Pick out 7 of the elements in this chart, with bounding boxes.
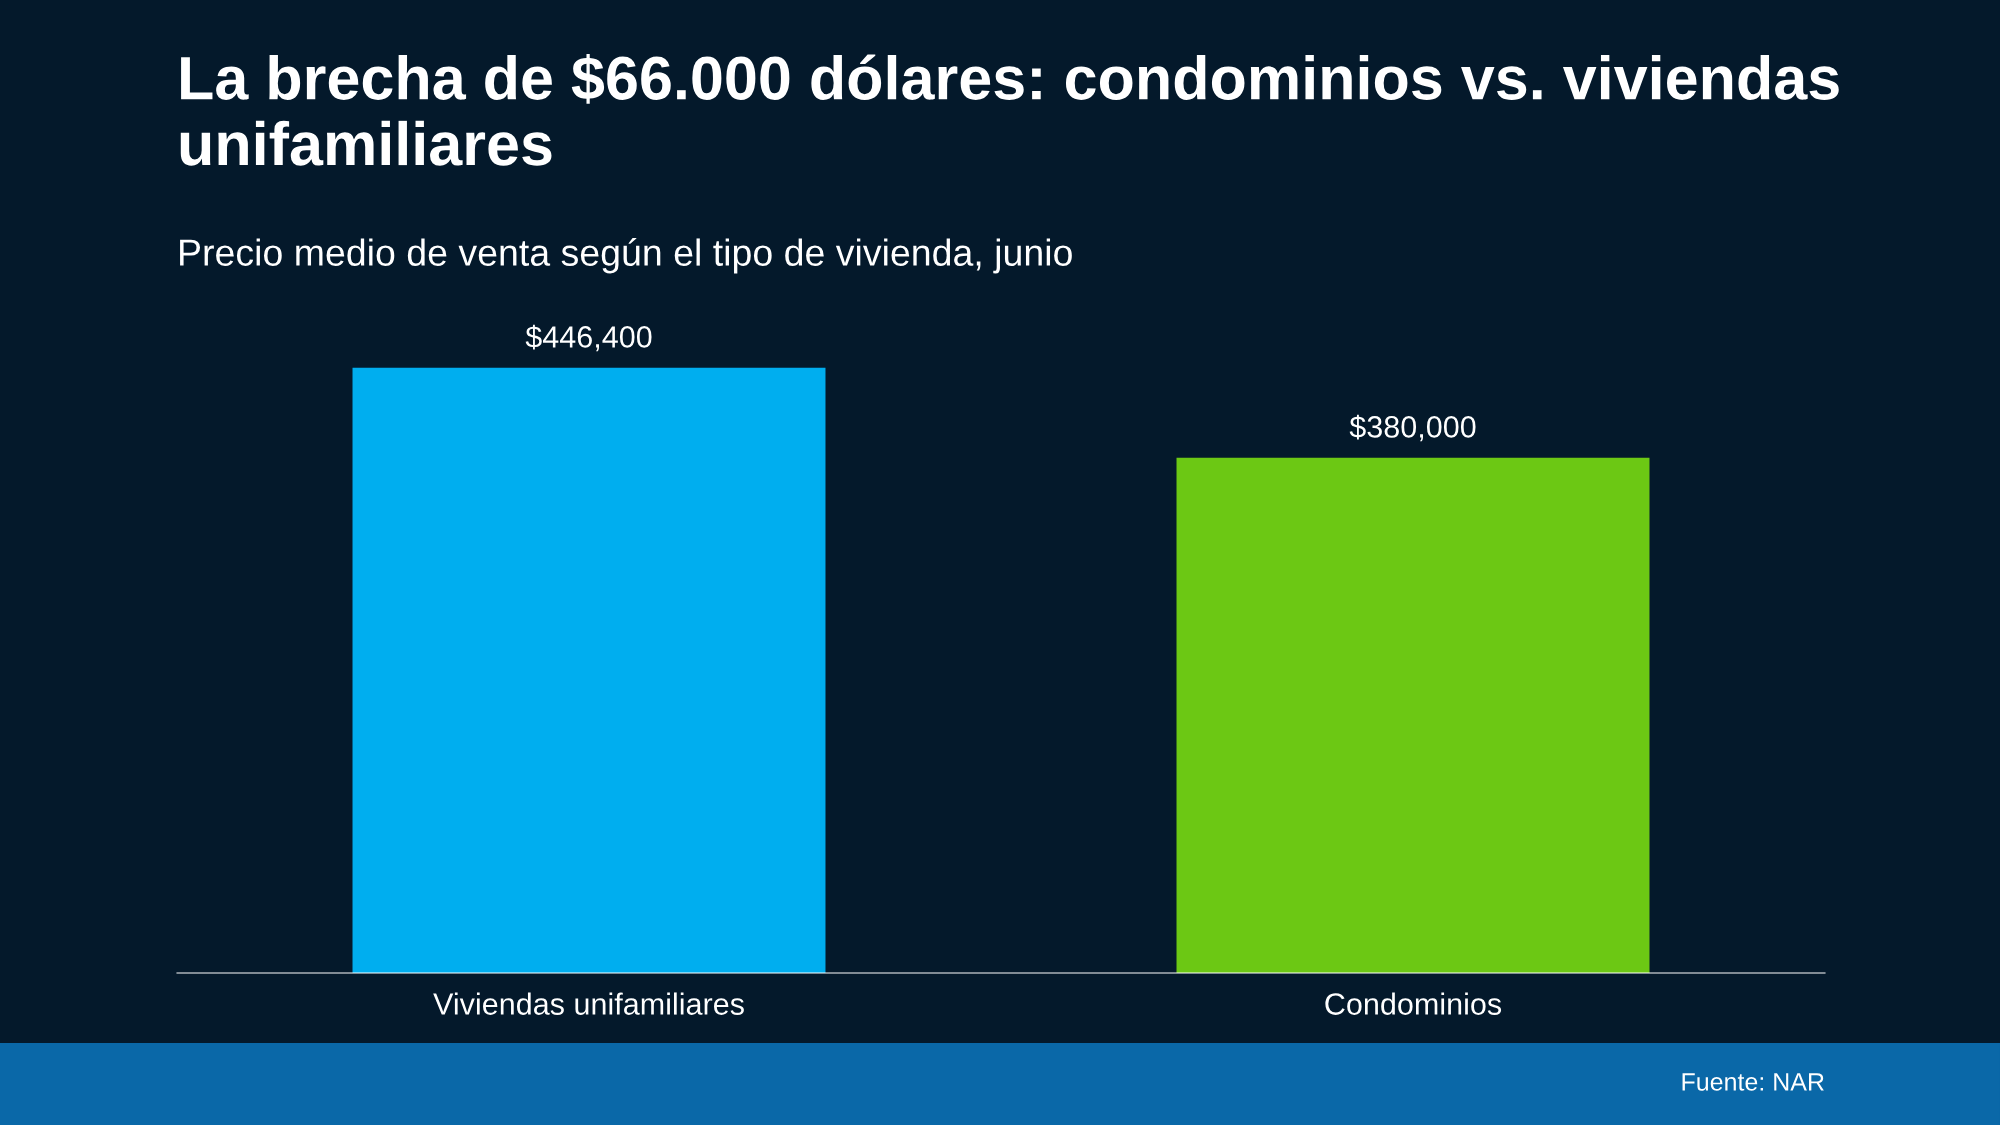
data-label: $446,400 (525, 324, 652, 352)
x-tick-label: Viviendas unifamiliares (433, 992, 744, 1015)
data-label: $380,000 (1349, 414, 1476, 442)
chart-subtitle: Precio medio de venta según el tipo de vivienda, junio (180, 238, 1072, 274)
chart-title: La brecha de $66.000 dólares: condominios vs. viviendas unifamiliares (180, 53, 1839, 166)
x-tick-label: Condominios (1325, 992, 1502, 1015)
source-note: Fuente: NAR (1682, 1073, 1824, 1091)
